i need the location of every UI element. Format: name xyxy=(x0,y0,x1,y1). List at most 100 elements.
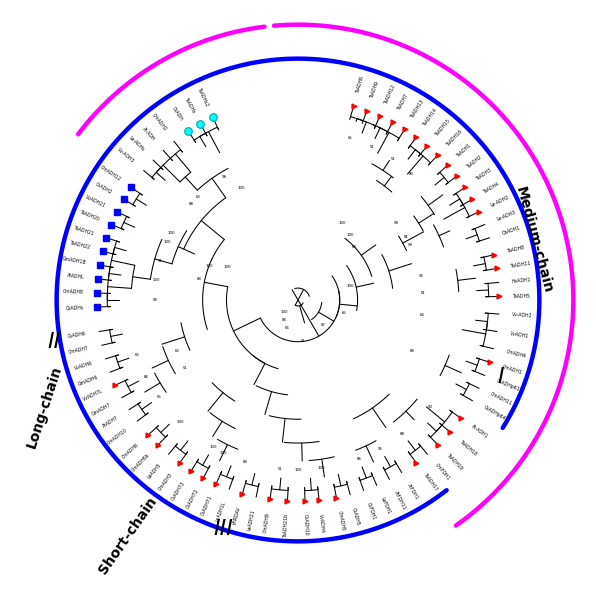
Text: GmADH7: GmADH7 xyxy=(91,402,111,416)
Text: TaADHs2: TaADHs2 xyxy=(197,86,210,107)
Text: AtFDH11: AtFDH11 xyxy=(393,490,407,511)
Text: 68: 68 xyxy=(197,277,201,281)
Text: 100: 100 xyxy=(339,221,346,224)
Text: TaADH8: TaADH8 xyxy=(507,245,525,254)
Text: TaADH14: TaADH14 xyxy=(422,108,439,128)
Text: VvADH1: VvADH1 xyxy=(510,331,529,339)
Text: 88: 88 xyxy=(189,202,194,206)
Text: CmFDH1: CmFDH1 xyxy=(434,463,451,482)
Text: CmADH10: CmADH10 xyxy=(106,427,128,445)
Text: 100: 100 xyxy=(153,278,160,282)
Text: TaADH5: TaADH5 xyxy=(513,293,530,299)
Text: CsADH72: CsADH72 xyxy=(185,488,200,510)
Text: 100: 100 xyxy=(205,264,213,268)
Text: GmADH1B: GmADH1B xyxy=(62,256,87,265)
Text: TaADH21: TaADH21 xyxy=(73,225,95,236)
Text: LeFDH1: LeFDH1 xyxy=(380,497,391,515)
Text: AtADHL: AtADHL xyxy=(67,273,85,280)
Text: VvADH7L: VvADH7L xyxy=(83,388,105,402)
Text: TaADH1: TaADH1 xyxy=(456,143,473,158)
Text: III: III xyxy=(213,520,234,539)
Text: AtADH7: AtADH7 xyxy=(101,415,119,429)
Text: 95: 95 xyxy=(378,446,383,451)
Text: I: I xyxy=(497,367,504,388)
Text: CmADH4: CmADH4 xyxy=(505,349,527,359)
Text: Short-chain: Short-chain xyxy=(97,494,160,577)
Text: CsADH2: CsADH2 xyxy=(95,181,113,195)
Text: 63: 63 xyxy=(175,349,180,353)
Text: At-ADH1: At-ADH1 xyxy=(470,424,489,440)
Text: TaADH7: TaADH7 xyxy=(396,94,409,112)
Text: TaADH9: TaADH9 xyxy=(369,81,380,99)
Text: 100: 100 xyxy=(318,466,325,470)
Text: CsADH71: CsADH71 xyxy=(200,495,213,517)
Text: 87: 87 xyxy=(321,323,326,327)
Text: 100: 100 xyxy=(294,468,302,472)
Text: 51: 51 xyxy=(390,157,395,161)
Text: 66: 66 xyxy=(284,326,289,329)
Text: TaADH12: TaADH12 xyxy=(383,84,396,105)
Text: CmADH6: CmADH6 xyxy=(122,442,140,460)
Text: 51: 51 xyxy=(370,145,375,149)
Text: 63: 63 xyxy=(196,195,201,199)
Text: CsADH5: CsADH5 xyxy=(351,506,361,526)
Text: TaADH13: TaADH13 xyxy=(409,99,425,119)
Text: VvADH6: VvADH6 xyxy=(74,361,94,371)
Text: LeADH21: LeADH21 xyxy=(247,509,256,532)
Text: 68: 68 xyxy=(410,349,415,353)
Text: 90: 90 xyxy=(427,405,433,409)
Text: 51: 51 xyxy=(278,467,283,471)
Text: 86: 86 xyxy=(356,457,361,461)
Text: 51: 51 xyxy=(300,340,306,343)
Text: VvADH21: VvADH21 xyxy=(84,194,106,208)
Text: CmADH2: CmADH2 xyxy=(151,113,168,133)
Text: 100: 100 xyxy=(168,231,175,235)
Text: CmADH5b: CmADH5b xyxy=(131,452,151,473)
Text: 66: 66 xyxy=(135,353,140,358)
Text: TaADHs: TaADHs xyxy=(184,96,196,113)
Text: CmADH11: CmADH11 xyxy=(490,392,513,407)
Text: CmADH3: CmADH3 xyxy=(158,472,174,492)
Text: 86: 86 xyxy=(144,375,149,379)
Text: CsADHp61: CsADHp61 xyxy=(496,378,521,392)
Text: OsADH1: OsADH1 xyxy=(501,226,521,236)
Text: TaADH16: TaADH16 xyxy=(445,129,464,148)
Text: Medium-chain: Medium-chain xyxy=(513,185,554,295)
Text: LeADH5: LeADH5 xyxy=(146,463,162,480)
Text: TaADH11: TaADH11 xyxy=(510,260,531,269)
Text: AtFDH1: AtFDH1 xyxy=(406,482,420,500)
Text: CmADH5: CmADH5 xyxy=(337,510,345,532)
Text: At-ADH: At-ADH xyxy=(141,127,156,142)
Text: TaADH2: TaADH2 xyxy=(465,155,483,170)
Text: TaADH6: TaADH6 xyxy=(355,76,365,94)
Text: TaADH21b: TaADH21b xyxy=(283,514,289,538)
Text: 88: 88 xyxy=(400,432,405,436)
Text: 99: 99 xyxy=(408,243,413,247)
Text: GmADH6: GmADH6 xyxy=(77,374,98,387)
Text: CmADH12: CmADH12 xyxy=(99,164,122,182)
Text: TaADH18: TaADH18 xyxy=(458,439,477,457)
Text: 100: 100 xyxy=(347,233,354,237)
Text: TaADH20: TaADH20 xyxy=(79,209,100,222)
Text: 100: 100 xyxy=(346,284,353,288)
Text: II: II xyxy=(47,332,60,352)
Text: 68: 68 xyxy=(352,245,357,249)
Text: 100: 100 xyxy=(163,240,171,244)
Text: Le-ADH2: Le-ADH2 xyxy=(490,195,510,208)
Text: 98: 98 xyxy=(222,175,227,179)
Text: TaADH3: TaADH3 xyxy=(474,168,492,182)
Text: HvADH1: HvADH1 xyxy=(511,277,532,284)
Text: CsADH: CsADH xyxy=(170,106,183,121)
Text: 51: 51 xyxy=(183,365,188,370)
Text: 64: 64 xyxy=(420,313,425,317)
Text: CmADH1: CmADH1 xyxy=(501,364,523,375)
Text: 100: 100 xyxy=(237,187,245,190)
Text: 68: 68 xyxy=(282,317,287,322)
Text: 100: 100 xyxy=(220,451,227,455)
Text: TaADH17: TaADH17 xyxy=(422,472,439,492)
Text: 100: 100 xyxy=(224,265,231,269)
Text: CmADH7: CmADH7 xyxy=(68,346,89,355)
Text: 65: 65 xyxy=(348,136,353,140)
Text: Vv-ADH3: Vv-ADH3 xyxy=(116,147,135,164)
Text: 99: 99 xyxy=(394,221,399,225)
